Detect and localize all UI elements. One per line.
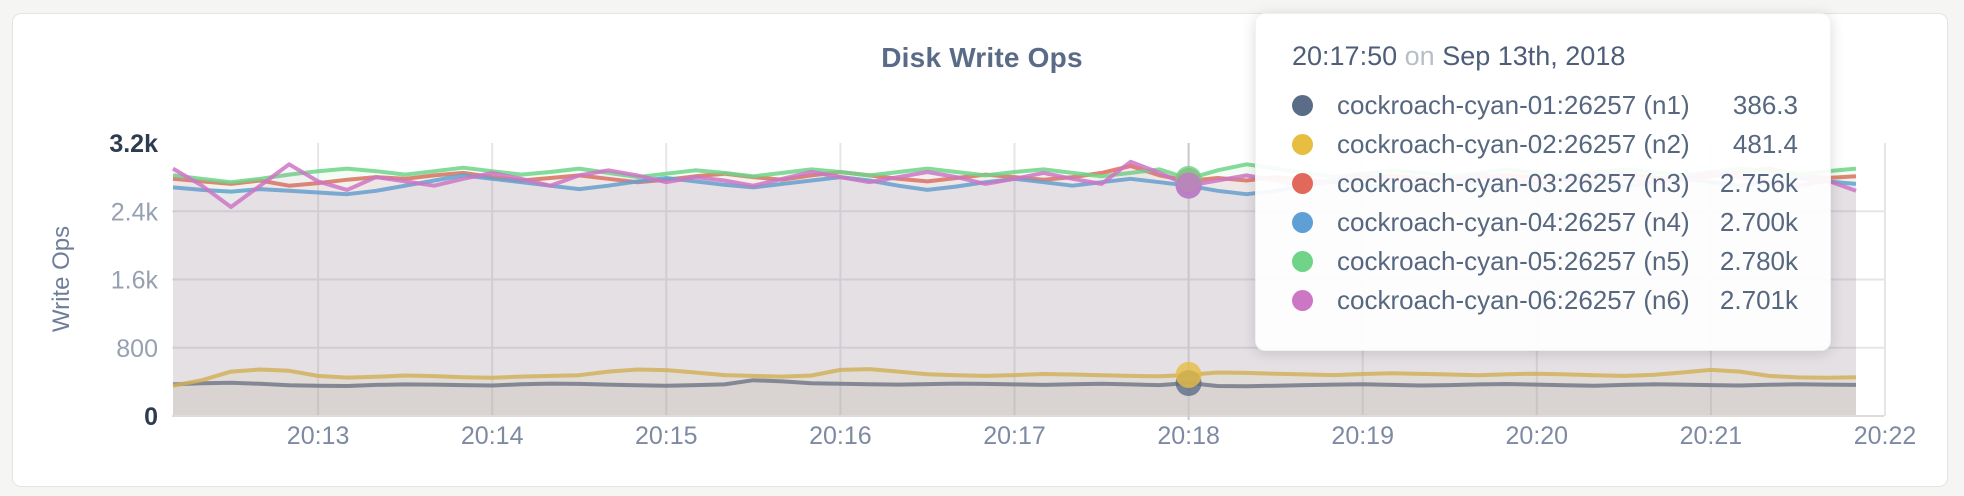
tooltip-time: 20:17:50 [1292,41,1398,71]
series-value: 2.700k [1719,207,1798,237]
series-color-dot-icon [1292,95,1313,116]
tooltip-on-word: on [1404,41,1435,71]
series-line [172,378,1857,389]
series-name: cockroach-cyan-04:26257 (n4) [1337,207,1690,237]
series-color-dot-icon [1292,173,1313,194]
series-name: cockroach-cyan-01:26257 (n1) [1337,90,1690,120]
x-tick-label: 20:17 [983,422,1046,450]
series-value: 2.780k [1719,246,1798,276]
tooltip-series-row: cockroach-cyan-04:26257 (n4) 2.700k [1292,203,1798,242]
y-tick-label: 1.6k [111,267,159,295]
x-tick-label: 20:16 [809,422,872,450]
x-tick-label: 20:21 [1680,422,1743,450]
series-color-dot-icon [1292,134,1313,155]
y-tick-label: 0 [144,403,158,431]
hover-point-dot [1175,172,1202,199]
y-tick-label: 2.4k [111,198,159,226]
y-tick-label: 800 [116,335,158,363]
series-color-dot-icon [1292,290,1313,311]
x-tick-label: 20:14 [461,422,524,450]
x-tick-label: 20:13 [287,422,350,450]
series-value: 481.4 [1732,129,1798,159]
x-tick-label: 20:19 [1331,422,1394,450]
series-value: 2.701k [1719,285,1798,315]
tooltip-series-row: cockroach-cyan-02:26257 (n2) 481.4 [1292,125,1798,164]
series-name: cockroach-cyan-03:26257 (n3) [1337,168,1690,198]
y-tick-label: 3.2k [109,130,158,158]
series-area [173,369,1856,416]
series-area [173,380,1856,416]
hover-point-dot [1175,361,1202,388]
x-tick-label: 20:22 [1854,422,1917,450]
tooltip-header: 20:17:50 on Sep 13th, 2018 [1292,40,1798,72]
series-color-dot-icon [1292,251,1313,272]
tooltip-series-row: cockroach-cyan-03:26257 (n3) 2.756k [1292,164,1798,203]
x-tick-label: 20:18 [1157,422,1220,450]
series-name: cockroach-cyan-05:26257 (n5) [1337,246,1690,276]
series-value: 2.756k [1719,168,1798,198]
chart-title: Disk Write Ops [881,42,1083,73]
series-name: cockroach-cyan-02:26257 (n2) [1337,129,1690,159]
chart-tooltip: 20:17:50 on Sep 13th, 2018 cockroach-cya… [1255,13,1831,351]
tooltip-series-row: cockroach-cyan-05:26257 (n5) 2.780k [1292,242,1798,281]
series-name: cockroach-cyan-06:26257 (n6) [1337,285,1690,315]
series-line [172,367,1857,388]
x-tick-label: 20:15 [635,422,698,450]
tooltip-series-row: cockroach-cyan-06:26257 (n6) 2.701k [1292,281,1798,320]
tooltip-series-row: cockroach-cyan-01:26257 (n1) 386.3 [1292,86,1798,125]
series-value: 386.3 [1732,90,1798,120]
tooltip-rows: cockroach-cyan-01:26257 (n1) 386.3 cockroa… [1292,86,1798,320]
x-tick-label: 20:20 [1506,422,1569,450]
tooltip-date: Sep 13th, 2018 [1442,41,1626,71]
series-color-dot-icon [1292,212,1313,233]
